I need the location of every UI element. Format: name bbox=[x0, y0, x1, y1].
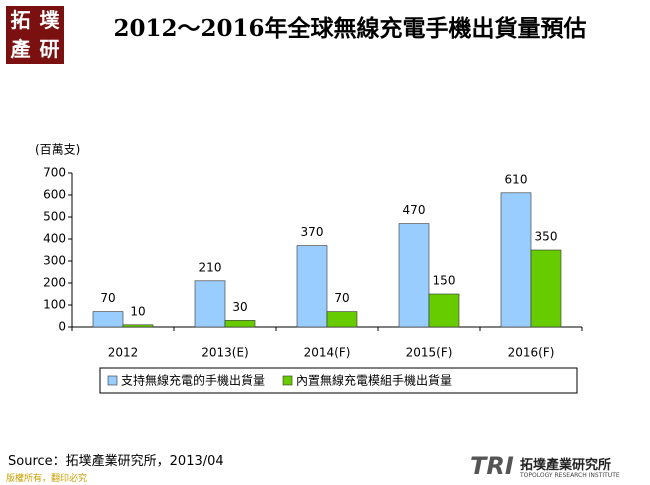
value-label: 470 bbox=[403, 203, 426, 217]
y-tick-label: 200 bbox=[43, 276, 66, 290]
logo: 拓 墣 產 研 bbox=[6, 6, 64, 64]
value-label: 150 bbox=[433, 274, 456, 288]
value-label: 350 bbox=[535, 230, 558, 244]
logo-char: 研 bbox=[39, 37, 60, 61]
x-tick-label: 2014(F) bbox=[304, 346, 351, 360]
bar bbox=[224, 320, 256, 328]
bar bbox=[428, 293, 460, 328]
legend-label: 支持無線充電的手機出貨量 bbox=[121, 373, 265, 388]
x-tick-label: 2016(F) bbox=[508, 346, 555, 360]
value-label: 30 bbox=[232, 300, 247, 314]
y-tick-label: 600 bbox=[43, 188, 66, 202]
legend-box bbox=[99, 367, 578, 394]
legend-swatch bbox=[107, 375, 118, 386]
value-label: 370 bbox=[301, 225, 324, 239]
logo-mark: TRI bbox=[470, 452, 514, 480]
value-label: 210 bbox=[199, 260, 222, 274]
bar bbox=[500, 192, 532, 328]
bar bbox=[92, 311, 124, 328]
source: Source：拓墣產業研究所，2013/04 bbox=[8, 454, 224, 469]
value-label: 610 bbox=[505, 172, 528, 186]
value-label: 70 bbox=[334, 291, 349, 305]
x-tick-label: 2015(F) bbox=[406, 346, 453, 360]
logo-english: TOPOLOGY RESEARCH INSTITUTE bbox=[520, 472, 620, 479]
logo-char: 墣 bbox=[39, 8, 60, 32]
x-tick-label: 2012 bbox=[108, 346, 139, 360]
y-tick-label: 700 bbox=[43, 166, 66, 180]
value-label: 70 bbox=[100, 291, 115, 305]
bar bbox=[122, 324, 154, 328]
legend-label: 內置無線充電模組手機出貨量 bbox=[296, 373, 452, 388]
y-tick-label: 100 bbox=[43, 298, 66, 312]
legend-swatch bbox=[282, 375, 293, 386]
bar bbox=[326, 311, 358, 328]
x-tick-label: 2013(E) bbox=[201, 346, 248, 360]
y-tick-label: 300 bbox=[43, 254, 66, 268]
logo-name: 拓墣產業研究所 bbox=[520, 458, 612, 473]
copyright: 版權所有，翻印必究 bbox=[6, 474, 88, 484]
bar bbox=[398, 223, 430, 328]
y-axis-title: (百萬支) bbox=[35, 143, 80, 157]
logo-char: 拓 bbox=[10, 8, 31, 32]
chart-title: 2012～2016年全球無線充電手機出貨量預估 bbox=[113, 15, 587, 42]
value-label: 10 bbox=[130, 304, 145, 318]
logo-char: 產 bbox=[10, 37, 31, 61]
bar bbox=[194, 280, 226, 328]
footer-logo: TRI 拓墣產業研究所 TOPOLOGY RESEARCH INSTITUTE bbox=[470, 452, 645, 482]
y-tick-label: 500 bbox=[43, 210, 66, 224]
y-tick-label: 400 bbox=[43, 232, 66, 246]
bar bbox=[296, 245, 328, 328]
bar bbox=[530, 249, 562, 328]
y-tick-label: 0 bbox=[58, 320, 66, 334]
